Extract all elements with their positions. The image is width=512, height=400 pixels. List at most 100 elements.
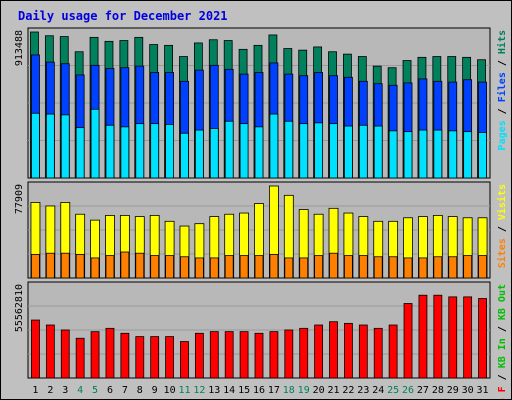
bar-pages-18 — [284, 120, 294, 179]
bar-kb-f-6 — [105, 327, 115, 379]
legend-item: Hits — [496, 30, 508, 54]
bar-pages-24 — [373, 125, 383, 179]
legend-item: Visits — [496, 184, 508, 220]
bar-pages-29 — [448, 130, 458, 179]
legend-hits-files-pages: Pages / Files / Hits — [496, 30, 508, 150]
bar-kb-f-12 — [194, 332, 204, 379]
bar-kb-f-22 — [344, 322, 353, 379]
bar-sites-1 — [31, 253, 40, 279]
bar-kb-f-21 — [329, 321, 338, 379]
y-max-label-hits-files-pages: 913488 — [14, 30, 25, 66]
x-tick-label-17: 17 — [268, 385, 280, 396]
legend-item: KB F — [497, 380, 508, 399]
bar-kb-f-31 — [478, 298, 487, 379]
bar-kb-f-25 — [388, 324, 398, 379]
legend-item: KB Out — [497, 284, 508, 320]
bar-sites-17 — [269, 253, 279, 279]
bar-kb-f-23 — [358, 324, 368, 379]
bar-sites-2 — [45, 252, 55, 279]
bar-pages-3 — [60, 114, 70, 179]
bar-kb-f-3 — [60, 329, 70, 379]
x-tick-label-22: 22 — [342, 385, 354, 396]
x-tick-label-8: 8 — [137, 385, 143, 396]
bar-kb-f-15 — [239, 331, 249, 379]
bar-kb-f-19 — [299, 327, 309, 379]
bar-sites-14 — [224, 255, 234, 279]
legend-visits-sites: Sites / Visits — [496, 184, 508, 268]
legend-kbytes: KB F / KB In / KB Out — [497, 284, 508, 399]
bar-pages-4 — [75, 127, 85, 179]
x-tick-label-26: 26 — [402, 385, 414, 396]
bar-pages-28 — [433, 129, 443, 179]
bar-kb-f-18 — [284, 329, 294, 379]
bar-sites-8 — [135, 252, 145, 279]
y-max-label-kbytes: 55562810 — [14, 284, 25, 332]
bar-kb-f-26 — [403, 303, 413, 379]
x-tick-label-27: 27 — [417, 385, 429, 396]
x-tick-label-30: 30 — [462, 385, 474, 396]
legend-item: KB In — [497, 332, 508, 368]
x-tick-label-14: 14 — [223, 385, 235, 396]
x-tick-label-20: 20 — [313, 385, 325, 396]
bar-kb-f-27 — [418, 294, 428, 379]
legend-item: Pages — [497, 114, 508, 150]
bar-sites-30 — [463, 255, 473, 279]
bar-pages-20 — [314, 122, 324, 179]
bar-pages-31 — [478, 132, 487, 179]
bar-sites-10 — [165, 255, 174, 279]
bar-kb-f-29 — [448, 296, 458, 379]
bar-sites-25 — [388, 256, 398, 279]
bar-sites-21 — [329, 252, 338, 279]
bar-kb-f-28 — [433, 294, 443, 379]
bar-kb-f-8 — [135, 336, 145, 379]
bar-pages-26 — [403, 131, 413, 179]
bar-sites-27 — [418, 257, 428, 279]
bar-pages-14 — [224, 120, 234, 179]
bar-sites-5 — [90, 257, 100, 279]
bar-kb-f-16 — [254, 332, 264, 379]
bar-kb-f-5 — [90, 331, 100, 379]
bar-sites-4 — [75, 253, 85, 279]
x-tick-label-16: 16 — [253, 385, 265, 396]
bar-pages-12 — [194, 129, 204, 179]
legend-item: Files — [496, 66, 508, 102]
x-tick-label-13: 13 — [208, 385, 220, 396]
bar-sites-22 — [344, 255, 353, 279]
bar-pages-21 — [329, 123, 338, 179]
bar-sites-26 — [403, 257, 413, 279]
bar-kb-f-20 — [314, 324, 324, 379]
bar-sites-11 — [180, 256, 189, 279]
bar-pages-22 — [344, 125, 353, 179]
bar-kb-f-1 — [31, 319, 40, 379]
x-tick-label-7: 7 — [122, 385, 128, 396]
x-tick-label-23: 23 — [357, 385, 369, 396]
bar-pages-25 — [388, 130, 398, 179]
bar-pages-30 — [463, 131, 473, 179]
bar-pages-10 — [165, 124, 174, 179]
y-max-label-visits-sites: 77909 — [14, 184, 25, 214]
bar-sites-20 — [314, 255, 324, 279]
bar-kb-f-30 — [463, 296, 473, 379]
bar-kb-f-2 — [45, 324, 55, 379]
bar-pages-19 — [299, 123, 309, 179]
bar-pages-6 — [105, 124, 115, 179]
bar-kb-f-13 — [209, 331, 219, 379]
chart-title: Daily usage for December 2021 — [18, 9, 228, 23]
bar-pages-13 — [209, 128, 219, 179]
legend-item: / — [497, 102, 508, 114]
bar-sites-12 — [194, 257, 204, 279]
x-tick-label-1: 1 — [32, 385, 38, 396]
x-tick-label-31: 31 — [477, 385, 489, 396]
bar-kb-f-4 — [75, 337, 85, 379]
bar-kb-f-24 — [373, 327, 383, 379]
bar-kb-f-11 — [180, 341, 189, 379]
bar-pages-1 — [31, 112, 40, 179]
x-tick-label-29: 29 — [447, 385, 459, 396]
legend-item: / — [497, 220, 508, 232]
bar-sites-23 — [358, 255, 368, 279]
bar-pages-15 — [239, 123, 249, 179]
bar-sites-15 — [239, 255, 249, 279]
bar-pages-23 — [358, 124, 368, 179]
